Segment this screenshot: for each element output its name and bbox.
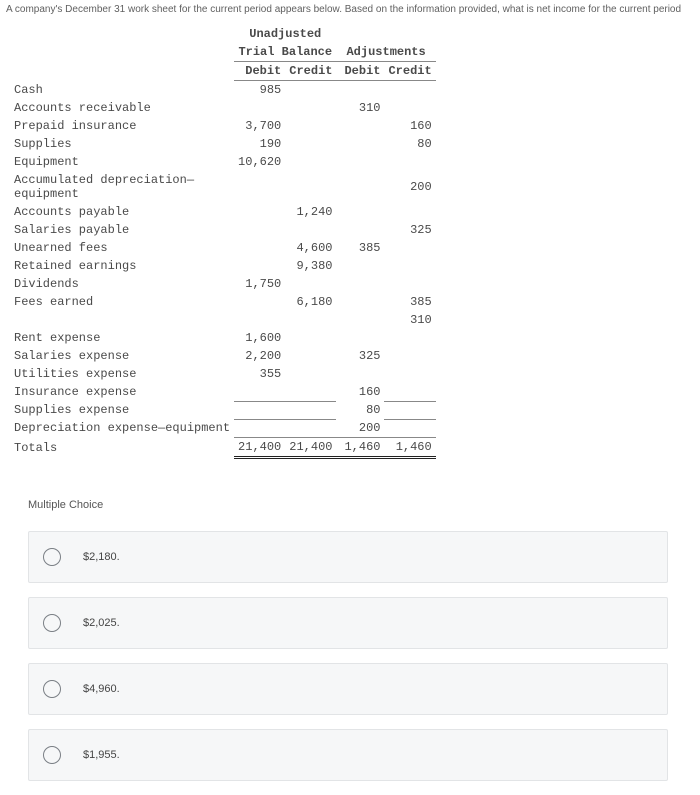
- acct-label: Dividends: [10, 275, 234, 293]
- cell: 21,400: [285, 438, 336, 458]
- acct-label: Accumulated depreciation— equipment: [10, 171, 234, 203]
- cell: 3,700: [234, 117, 285, 135]
- cell: 9,380: [285, 257, 336, 275]
- mc-option-3[interactable]: $1,955.: [28, 729, 668, 781]
- hdr-ad: Debit: [336, 62, 384, 81]
- question-text: A company's December 31 work sheet for t…: [0, 0, 700, 19]
- multiple-choice-section: Multiple Choice $2,180. $2,025. $4,960. …: [28, 499, 668, 781]
- cell: 1,240: [285, 203, 336, 221]
- cell: 160: [336, 383, 384, 401]
- cell: 1,460: [384, 438, 435, 458]
- cell: 985: [234, 81, 285, 100]
- cell: 325: [384, 221, 435, 239]
- cell: 10,620: [234, 153, 285, 171]
- acct-label: Totals: [10, 438, 234, 458]
- worksheet-table: Unadjusted Trial Balance Adjustments Deb…: [10, 25, 436, 459]
- cell: 310: [384, 311, 435, 329]
- cell: 80: [336, 401, 384, 419]
- cell: 385: [336, 239, 384, 257]
- radio-icon[interactable]: [43, 680, 61, 698]
- cell: 190: [234, 135, 285, 153]
- cell: 200: [384, 171, 435, 203]
- mc-option-1[interactable]: $2,025.: [28, 597, 668, 649]
- cell: 1,750: [234, 275, 285, 293]
- cell: 385: [384, 293, 435, 311]
- cell: 200: [336, 419, 384, 438]
- acct-label: Cash: [10, 81, 234, 100]
- cell: 4,600: [285, 239, 336, 257]
- cell: 310: [336, 99, 384, 117]
- cell: 355: [234, 365, 285, 383]
- mc-option-text: $1,955.: [83, 749, 120, 761]
- acct-label: Unearned fees: [10, 239, 234, 257]
- acct-label: Insurance expense: [10, 383, 234, 401]
- acct-label: [10, 311, 234, 329]
- hdr-trialbalance: Trial Balance: [234, 43, 336, 62]
- hdr-unadjusted: Unadjusted: [234, 25, 336, 43]
- cell: 160: [384, 117, 435, 135]
- cell: 6,180: [285, 293, 336, 311]
- hdr-utc: Credit: [285, 62, 336, 81]
- hdr-utd: Debit: [234, 62, 285, 81]
- mc-option-text: $2,180.: [83, 551, 120, 563]
- mc-option-text: $4,960.: [83, 683, 120, 695]
- acct-label: Rent expense: [10, 329, 234, 347]
- radio-icon[interactable]: [43, 746, 61, 764]
- acct-label: Accounts receivable: [10, 99, 234, 117]
- acct-label: Supplies: [10, 135, 234, 153]
- radio-icon[interactable]: [43, 548, 61, 566]
- cell: 1,600: [234, 329, 285, 347]
- acct-label: Utilities expense: [10, 365, 234, 383]
- cell: 21,400: [234, 438, 285, 458]
- acct-label: Fees earned: [10, 293, 234, 311]
- acct-label: Supplies expense: [10, 401, 234, 419]
- acct-label: Prepaid insurance: [10, 117, 234, 135]
- hdr-adjustments: Adjustments: [336, 43, 435, 62]
- acct-label: Depreciation expense—equipment: [10, 419, 234, 438]
- acct-label: Salaries expense: [10, 347, 234, 365]
- hdr-ac: Credit: [384, 62, 435, 81]
- cell: 2,200: [234, 347, 285, 365]
- acct-label: Equipment: [10, 153, 234, 171]
- acct-label: Accounts payable: [10, 203, 234, 221]
- cell: 80: [384, 135, 435, 153]
- mc-option-2[interactable]: $4,960.: [28, 663, 668, 715]
- mc-option-0[interactable]: $2,180.: [28, 531, 668, 583]
- acct-label: Retained earnings: [10, 257, 234, 275]
- multiple-choice-label: Multiple Choice: [28, 499, 668, 511]
- cell: 1,460: [336, 438, 384, 458]
- radio-icon[interactable]: [43, 614, 61, 632]
- cell: 325: [336, 347, 384, 365]
- mc-option-text: $2,025.: [83, 617, 120, 629]
- acct-label: Salaries payable: [10, 221, 234, 239]
